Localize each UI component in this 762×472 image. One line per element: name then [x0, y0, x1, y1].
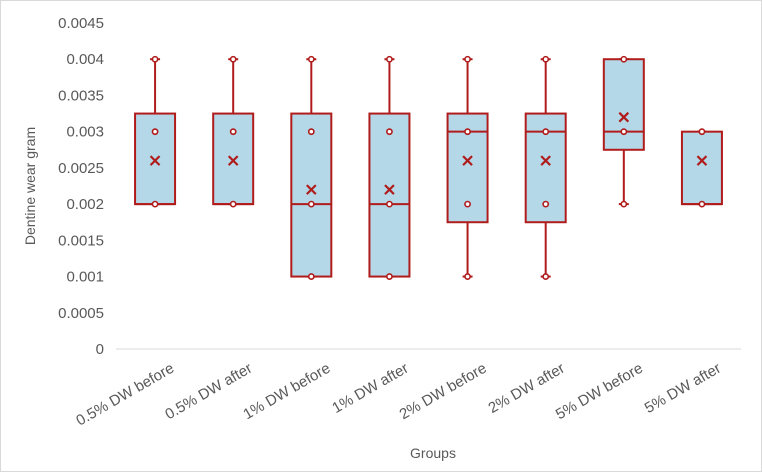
- x-category-label: 0.5% DW after: [162, 360, 255, 423]
- mean-marker-stroke: [696, 155, 708, 166]
- data-point: [229, 128, 237, 136]
- data-point: [307, 128, 315, 136]
- y-tick-label: 0.0005: [58, 305, 104, 322]
- data-point: [151, 200, 159, 208]
- x-category-label: 2% DW before: [397, 360, 490, 423]
- x-category-label: 5% DW after: [642, 360, 724, 417]
- y-tick-label: 0: [96, 341, 104, 358]
- mean-marker-stroke: [618, 111, 630, 123]
- boxes-layer: [134, 55, 723, 280]
- data-point: [229, 55, 237, 63]
- data-point: [542, 200, 550, 208]
- x-category-label: 0.5% DW before: [73, 360, 177, 430]
- y-tick-label: 0.002: [66, 196, 104, 213]
- mean-marker: [618, 111, 630, 123]
- y-axis-ticks: 0 0.0005 0.001 0.0015 0.002 0.0025 0.003 0.0035…: [58, 15, 104, 358]
- mean-marker-stroke: [384, 184, 395, 195]
- box-group: [602, 55, 645, 208]
- data-point: [464, 55, 471, 63]
- mean-marker-stroke: [227, 155, 239, 166]
- data-point: [698, 200, 706, 208]
- data-point: [151, 55, 159, 63]
- x-category-label: 1% DW before: [240, 360, 333, 423]
- data-point: [542, 273, 550, 280]
- data-point: [464, 200, 471, 208]
- y-tick-label: 0.003: [66, 124, 104, 141]
- mean-marker: [384, 184, 395, 195]
- data-point: [386, 273, 393, 280]
- data-point: [386, 200, 393, 208]
- box-group: [212, 55, 255, 208]
- data-point: [386, 55, 393, 63]
- mean-marker: [540, 155, 551, 166]
- data-point: [307, 273, 315, 280]
- data-point: [620, 200, 628, 208]
- y-tick-label: 0.0045: [58, 15, 104, 32]
- data-point: [229, 200, 237, 208]
- x-axis-title: Groups: [410, 445, 456, 461]
- box-iqr: [134, 112, 177, 206]
- box-group: [134, 55, 177, 208]
- y-tick-label: 0.0035: [58, 87, 104, 104]
- data-point: [151, 128, 159, 136]
- box-iqr: [680, 130, 723, 206]
- box-group: [680, 128, 723, 208]
- box-iqr: [368, 112, 411, 278]
- data-point: [307, 55, 315, 63]
- x-category-label: 5% DW before: [553, 360, 646, 423]
- y-axis-title: Dentine wear gram: [22, 127, 38, 245]
- data-point: [698, 128, 706, 136]
- box-group: [368, 55, 411, 280]
- data-point: [464, 128, 471, 136]
- box-group: [290, 55, 333, 280]
- mean-marker-stroke: [149, 155, 161, 166]
- box-group: [446, 55, 489, 280]
- data-point: [464, 273, 471, 280]
- mean-marker: [306, 184, 317, 195]
- data-point: [620, 128, 628, 136]
- mean-marker: [227, 155, 239, 166]
- mean-marker: [696, 155, 708, 166]
- data-point: [542, 128, 550, 136]
- data-point: [386, 128, 393, 136]
- data-point: [307, 200, 315, 208]
- mean-marker-stroke: [306, 184, 317, 195]
- box-iqr: [602, 58, 645, 151]
- data-point: [620, 55, 628, 63]
- mean-marker-stroke: [462, 155, 473, 166]
- y-tick-label: 0.0015: [58, 232, 104, 249]
- mean-marker: [149, 155, 161, 166]
- y-tick-label: 0.001: [66, 269, 104, 286]
- mean-marker-stroke: [540, 155, 551, 166]
- y-tick-label: 0.0025: [58, 160, 104, 177]
- box-group: [524, 55, 567, 280]
- y-tick-label: 0.004: [66, 51, 104, 68]
- data-point: [542, 55, 550, 63]
- mean-marker: [462, 155, 473, 166]
- box-iqr: [212, 112, 255, 206]
- box-iqr: [290, 112, 333, 278]
